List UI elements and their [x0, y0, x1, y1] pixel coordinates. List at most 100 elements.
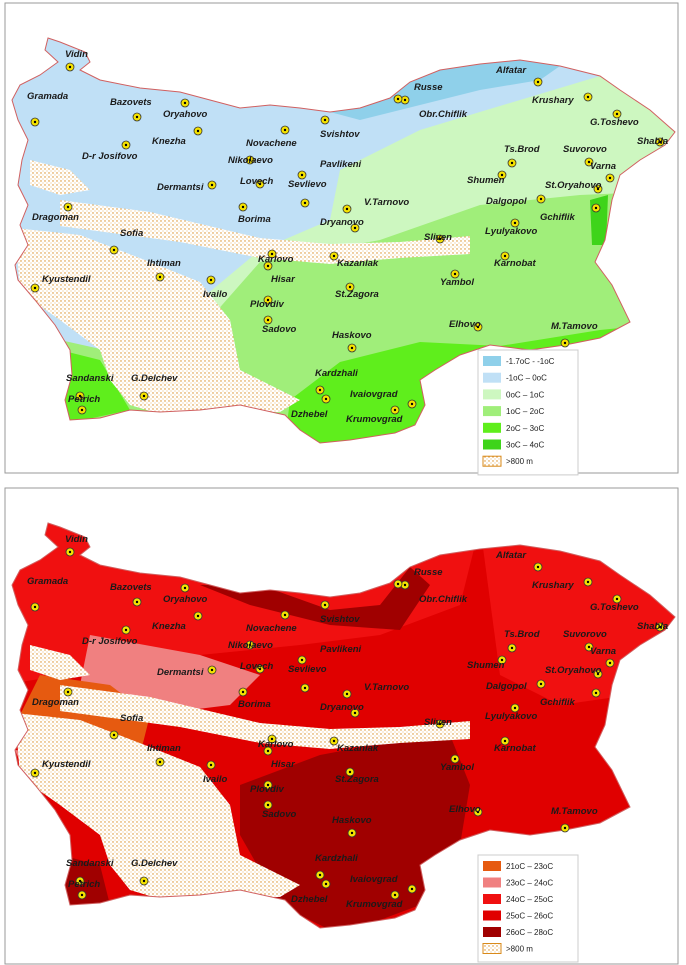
city-dot — [586, 580, 590, 584]
legend-swatch — [483, 861, 501, 871]
city-label: Plovdiv — [250, 299, 285, 310]
legend-swatch — [483, 927, 501, 937]
city-dot — [594, 206, 598, 210]
city-label: Novachene — [246, 623, 297, 634]
city-label: Alfatar — [495, 65, 527, 76]
legend-swatch — [482, 455, 502, 467]
city-dot — [513, 221, 517, 225]
city-label: Dzhebel — [291, 894, 328, 905]
city-dot — [586, 95, 590, 99]
city-dot — [615, 597, 619, 601]
city-dot — [563, 826, 567, 830]
city-dot — [510, 161, 514, 165]
city-label: Ihtiman — [147, 258, 181, 269]
city-label: Sofia — [120, 713, 143, 724]
city-label: Vidin — [65, 49, 88, 60]
city-label: Krushary — [532, 95, 574, 106]
city-label: Ihtiman — [147, 743, 181, 754]
city-label: Gramada — [27, 91, 68, 102]
city-label: Karnobat — [494, 743, 537, 754]
city-dot — [112, 248, 116, 252]
city-dot — [410, 887, 414, 891]
city-label: Karlovo — [258, 739, 294, 750]
city-dot — [241, 690, 245, 694]
city-label: Obr.Chiflik — [419, 109, 468, 120]
city-label: Pavlikeni — [320, 159, 362, 170]
city-dot — [266, 264, 270, 268]
city-label: G.Toshevo — [590, 602, 639, 613]
city-label: Krushary — [532, 580, 574, 591]
legend-swatch — [483, 910, 501, 921]
city-dot — [135, 600, 139, 604]
city-dot — [66, 690, 70, 694]
highland — [15, 713, 300, 899]
legend-label: 3oC – 4oC — [506, 441, 544, 450]
city-label: G.Delchev — [131, 373, 178, 384]
city-dot — [345, 207, 349, 211]
city-label: G.Toshevo — [590, 117, 639, 128]
city-dot — [324, 397, 328, 401]
city-dot — [266, 318, 270, 322]
zone — [60, 855, 110, 910]
city-label: Dermantsi — [157, 667, 204, 678]
city-dot — [124, 143, 128, 147]
city-label: Ts.Brod — [504, 629, 540, 640]
city-label: Ivailo — [203, 289, 227, 300]
legend-label: 24oC – 25oC — [506, 895, 553, 904]
city-dot — [209, 763, 213, 767]
city-label: Lyulyakovo — [485, 226, 537, 237]
zone — [200, 567, 430, 630]
city-label: Haskovo — [332, 815, 372, 826]
city-label: Sevlievo — [288, 179, 327, 190]
map-panel: Vidin Gramada Bazovets Oryahovo Knezha Novach… — [4, 2, 679, 476]
city-label: Dragoman — [32, 697, 79, 708]
city-dot — [303, 686, 307, 690]
city-dot — [353, 711, 357, 715]
city-dot — [513, 706, 517, 710]
city-label: Elhovo — [449, 804, 481, 815]
city-dot — [210, 183, 214, 187]
city-dot — [68, 550, 72, 554]
city-dot — [142, 879, 146, 883]
city-label: Kazanlak — [337, 743, 379, 754]
city-label: Obr.Chiflik — [419, 594, 468, 605]
city-dot — [536, 565, 540, 569]
highland — [30, 645, 90, 680]
city-label: Yambol — [440, 277, 474, 288]
city-label: Shumen — [467, 660, 505, 671]
city-dot — [596, 187, 600, 191]
city-label: Borima — [238, 699, 271, 710]
city-label: Dryanovo — [320, 217, 364, 228]
city-label: Gchiflik — [540, 697, 576, 708]
city-label: Russe — [414, 82, 443, 93]
city-dot — [596, 672, 600, 676]
city-dot — [78, 879, 82, 883]
city-dot — [350, 346, 354, 350]
city-label: Krumovgrad — [346, 899, 403, 910]
city-dot — [503, 254, 507, 258]
city-dot — [33, 771, 37, 775]
legend-swatch — [483, 439, 501, 450]
legend-label: 0oC – 1oC — [506, 390, 544, 399]
city-label: Dragoman — [32, 212, 79, 223]
city-dot — [183, 586, 187, 590]
city-dot — [539, 197, 543, 201]
city-label: Sofia — [120, 228, 143, 239]
city-dot — [196, 614, 200, 618]
city-dot — [438, 237, 442, 241]
legend-label: 23oC – 24oC — [506, 879, 553, 888]
city-label: Svishtov — [320, 614, 360, 625]
city-dot — [539, 682, 543, 686]
city-label: Oryahovo — [163, 109, 208, 120]
city-label: Ts.Brod — [504, 144, 540, 155]
city-label: Karlovo — [258, 254, 294, 265]
city-label: Lovech — [240, 661, 273, 672]
city-label: Novachene — [246, 138, 297, 149]
city-dot — [318, 388, 322, 392]
city-dot — [510, 646, 514, 650]
city-dot — [345, 692, 349, 696]
city-label: Suvorovo — [563, 629, 607, 640]
legend-label: 2oC – 3oC — [506, 424, 544, 433]
city-label: Kyustendil — [42, 274, 91, 285]
